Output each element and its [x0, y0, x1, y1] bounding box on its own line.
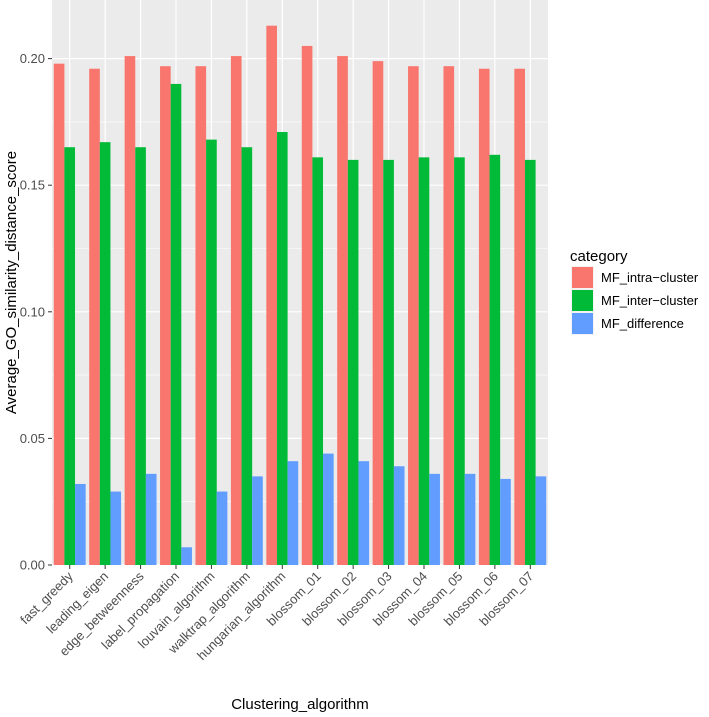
legend-swatch [572, 267, 593, 288]
bar-inter [383, 159, 394, 565]
bar-difference [287, 461, 299, 565]
bar-inter [170, 83, 182, 566]
legend-label: MF_inter−cluster [601, 293, 699, 308]
bar-inter [135, 147, 146, 565]
legend-label: MF_difference [601, 316, 684, 331]
y-tick-label: 0.00 [20, 558, 45, 573]
bar-inter [64, 147, 76, 565]
bar-difference [323, 453, 334, 565]
bar-inter [276, 132, 288, 565]
bar-intra [478, 68, 490, 565]
legend-title: category [570, 248, 628, 265]
bar-difference [358, 461, 370, 565]
bar-intra [160, 66, 171, 566]
bar-inter [99, 142, 111, 565]
legend-swatch [572, 313, 593, 334]
bar-inter [241, 147, 253, 565]
bar-difference [75, 483, 86, 565]
legend: category MF_intra−cluster MF_inter−cluste… [570, 248, 699, 335]
bar-difference [110, 491, 122, 565]
bar-intra [372, 61, 384, 566]
bar-inter [454, 157, 465, 565]
bar-difference [535, 476, 547, 565]
y-axis-ticks: 0.00 0.05 0.10 0.15 0.20 [20, 51, 52, 573]
bar-difference [216, 491, 228, 565]
bar-intra [408, 66, 419, 566]
bar-inter [418, 157, 430, 565]
bar-intra [230, 56, 242, 566]
bar-inter [524, 159, 536, 565]
bar-difference [429, 473, 440, 565]
y-tick-label: 0.10 [20, 304, 45, 319]
y-tick-label: 0.15 [20, 178, 45, 193]
bar-intra [266, 25, 277, 565]
bar-intra [301, 45, 313, 565]
x-axis-ticks: fast_greedyleading_eigenedge_betweenness… [17, 565, 536, 663]
bar-intra [337, 56, 348, 566]
bar-inter [206, 139, 217, 565]
bar-inter [489, 154, 501, 566]
bar-intra [53, 63, 65, 565]
bar-intra [514, 68, 525, 565]
bar-difference [145, 473, 157, 565]
x-axis-title: Clustering_algorithm [231, 696, 369, 713]
bar-intra [89, 68, 100, 565]
legend-swatch [572, 290, 593, 311]
bar-inter [312, 157, 324, 565]
bar-intra [195, 66, 207, 566]
bar-difference [500, 478, 511, 565]
bar-difference [464, 473, 476, 565]
bar-difference [252, 476, 263, 565]
bar-intra [124, 56, 136, 566]
bar-inter [347, 159, 359, 565]
bar-difference [393, 466, 405, 565]
y-tick-label: 0.05 [20, 431, 45, 446]
bar-difference [181, 547, 192, 565]
y-tick-label: 0.20 [20, 51, 45, 66]
legend-label: MF_intra−cluster [601, 270, 699, 285]
bars [53, 25, 547, 566]
bar-intra [443, 66, 455, 566]
y-axis-title: Average_GO_similarity_distance_score [3, 151, 20, 414]
